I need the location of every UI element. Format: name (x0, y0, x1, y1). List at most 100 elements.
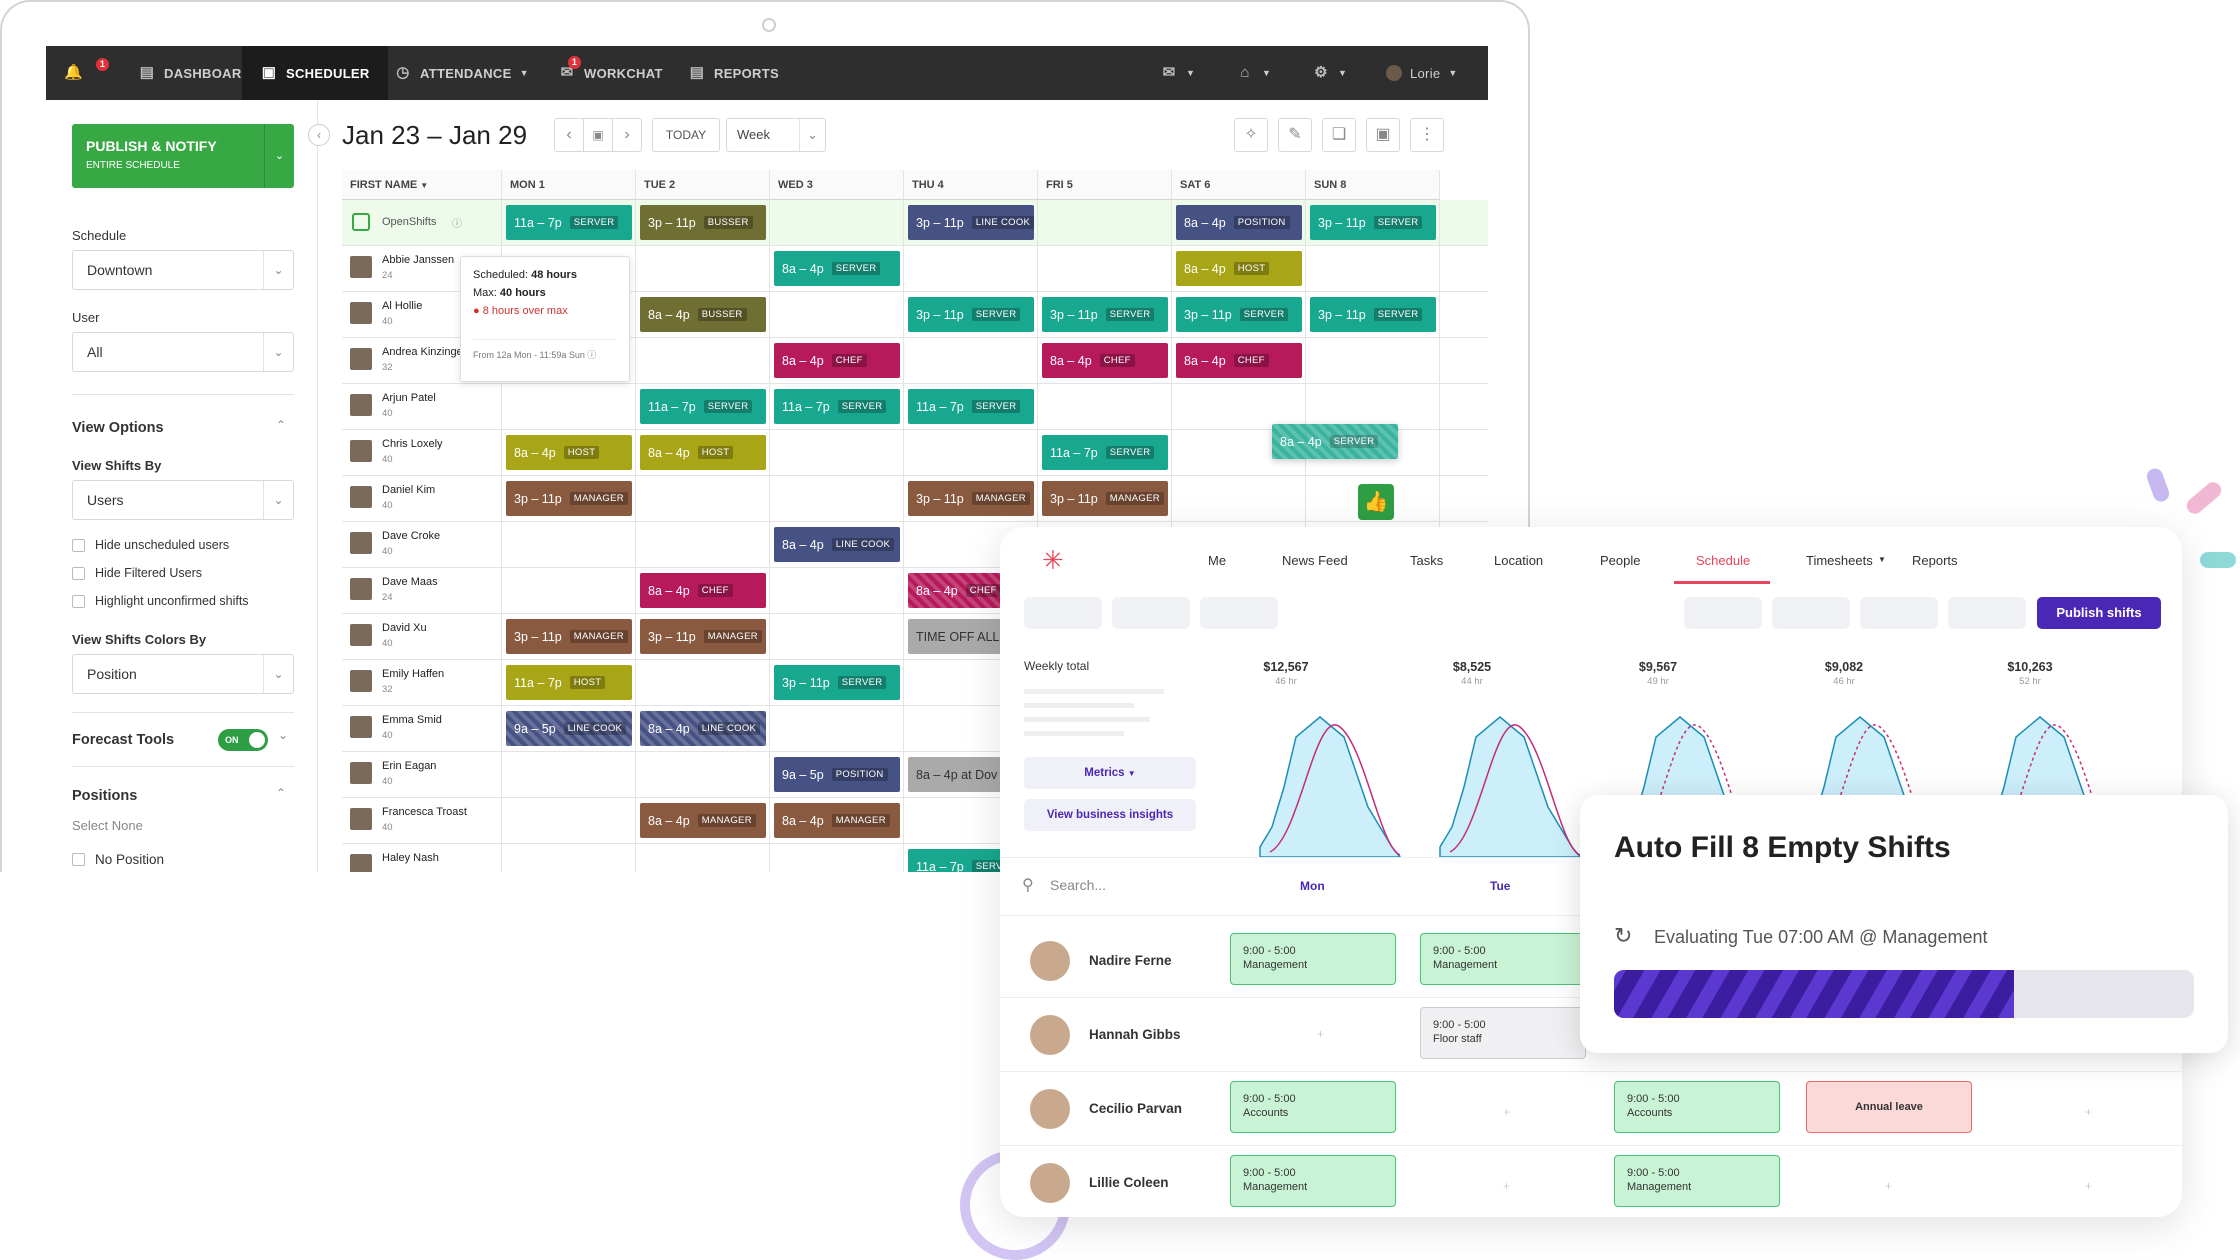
user-cell[interactable]: Erin Eagan 40 (342, 752, 502, 798)
chevron-down-icon[interactable]: ⌄ (278, 728, 289, 742)
shift-block[interactable]: 8a – 4p CHEF (640, 573, 766, 608)
metrics-button[interactable]: Metrics ▼ (1024, 757, 1196, 789)
day-cell[interactable] (904, 430, 1038, 476)
day-cell[interactable] (770, 752, 904, 798)
shift-block[interactable]: 3p – 11p MANAGER (1042, 481, 1168, 516)
forecast-toggle[interactable]: ON (218, 729, 268, 751)
nav-workchat[interactable]: ✉ WORKCHAT 1 (558, 46, 663, 100)
shift-block[interactable]: 8a – 4p BUSSER (640, 297, 766, 332)
day-cell[interactable] (770, 614, 904, 660)
hide-filtered-checkbox[interactable]: Hide Filtered Users (72, 566, 202, 580)
user-cell[interactable]: Dave Maas 24 (342, 568, 502, 614)
user-cell[interactable]: Dave Croke 40 (342, 522, 502, 568)
next-week-button[interactable]: › (612, 118, 642, 152)
panel-nav-schedule[interactable]: Schedule (1696, 553, 1751, 568)
panel-nav-me[interactable]: Me (1208, 553, 1227, 568)
day-cell[interactable] (1306, 200, 1440, 246)
shift-block[interactable]: 9:00 - 5:00 Accounts (1230, 1081, 1396, 1133)
day-cell[interactable] (1038, 476, 1172, 522)
day-cell[interactable] (904, 476, 1038, 522)
shift-block[interactable]: 8a – 4p POSITION (1176, 205, 1302, 240)
day-cell[interactable] (1038, 292, 1172, 338)
day-cell[interactable] (770, 246, 904, 292)
shift-block[interactable]: 3p – 11p SERVER (908, 297, 1034, 332)
prev-week-button[interactable]: ‹ (554, 118, 584, 152)
day-cell[interactable] (770, 844, 904, 872)
business-insights-button[interactable]: View business insights (1024, 799, 1196, 831)
day-cell[interactable] (636, 660, 770, 706)
day-cell[interactable] (502, 200, 636, 246)
day-cell[interactable] (1172, 384, 1306, 430)
day-cell[interactable] (636, 246, 770, 292)
column-header-wed[interactable]: WED 3 (770, 170, 904, 200)
day-cell[interactable] (636, 568, 770, 614)
day-cell[interactable] (1306, 338, 1440, 384)
add-shift-icon[interactable]: + (1885, 1179, 1893, 1193)
store-menu[interactable]: ⌂ ▼ (1236, 46, 1271, 100)
more-button[interactable]: ⋮ (1410, 118, 1444, 152)
shift-block[interactable]: 11a – 7p SERVER (640, 389, 766, 424)
day-cell[interactable] (1172, 246, 1306, 292)
shift-block[interactable]: 8a – 4p MANAGER (640, 803, 766, 838)
day-cell[interactable] (1306, 430, 1440, 476)
day-cell[interactable] (1172, 200, 1306, 246)
day-cell[interactable] (636, 292, 770, 338)
select-none-link[interactable]: Select None (72, 818, 143, 833)
day-cell[interactable] (502, 476, 636, 522)
auto-schedule-button[interactable]: ✧ (1234, 118, 1268, 152)
publish-button[interactable]: PUBLISH & NOTIFY ENTIRE SCHEDULE ⌄ (72, 124, 294, 188)
day-cell[interactable] (904, 292, 1038, 338)
shift-block[interactable]: 8a – 4p LINE COOK (640, 711, 766, 746)
calendar-view-button[interactable]: ▣ (1366, 118, 1400, 152)
day-cell[interactable] (636, 798, 770, 844)
column-header-mon[interactable]: MON 1 (502, 170, 636, 200)
day-cell[interactable] (1172, 476, 1306, 522)
schedule-select[interactable]: Downtown ⌄ (72, 250, 294, 290)
user-cell[interactable]: Arjun Patel 40 (342, 384, 502, 430)
day-cell[interactable] (770, 292, 904, 338)
shift-block[interactable]: 3p – 11p BUSSER (640, 205, 766, 240)
user-cell[interactable]: Emma Smid 40 (342, 706, 502, 752)
shift-block[interactable]: 11a – 7p SERVER (506, 205, 632, 240)
publish-shifts-button[interactable]: Publish shifts (2037, 597, 2161, 629)
day-cell[interactable] (1038, 246, 1172, 292)
day-cell[interactable] (770, 384, 904, 430)
day-cell[interactable] (502, 384, 636, 430)
day-cell[interactable] (502, 614, 636, 660)
shift-block[interactable]: 9a – 5p LINE COOK (506, 711, 632, 746)
day-cell[interactable] (502, 338, 636, 384)
collapse-sidebar-button[interactable]: ‹ (308, 124, 330, 146)
chevron-up-icon[interactable]: ⌃ (276, 786, 287, 800)
shift-block[interactable]: 9:00 - 5:00 Management (1614, 1155, 1780, 1207)
panel-nav-timesheets[interactable]: Timesheets (1806, 553, 1873, 568)
shift-block[interactable]: 8a – 4p MANAGER (774, 803, 900, 838)
search-input[interactable]: Search... (1050, 877, 1106, 893)
view-shifts-by-select[interactable]: Users ⌄ (72, 480, 294, 520)
shift-block[interactable]: 3p – 11p LINE COOK (908, 205, 1034, 240)
day-cell[interactable] (1306, 476, 1440, 522)
shift-block[interactable]: 3p – 11p MANAGER (640, 619, 766, 654)
shift-block[interactable]: 8a – 4p HOST (506, 435, 632, 470)
add-shift-icon[interactable]: + (2085, 1105, 2093, 1119)
dragged-shift[interactable]: 8a – 4p SERVER (1272, 424, 1398, 459)
column-header-sun[interactable]: SUN 8 (1306, 170, 1440, 200)
add-shift-icon[interactable]: + (1503, 1105, 1511, 1119)
day-cell[interactable] (1038, 200, 1172, 246)
day-cell[interactable] (770, 430, 904, 476)
inbox-menu[interactable]: ✉ ▼ (1160, 46, 1195, 100)
day-cell[interactable] (770, 522, 904, 568)
user-select[interactable]: All ⌄ (72, 332, 294, 372)
shift-block[interactable]: 8a – 4p CHEF (774, 343, 900, 378)
day-cell[interactable] (904, 246, 1038, 292)
day-cell[interactable] (636, 338, 770, 384)
user-cell[interactable]: Daniel Kim 40 (342, 476, 502, 522)
day-cell[interactable] (770, 798, 904, 844)
day-cell[interactable] (502, 660, 636, 706)
day-cell[interactable] (1038, 430, 1172, 476)
day-cell[interactable] (770, 660, 904, 706)
shift-block[interactable]: 8a – 4p LINE COOK (774, 527, 900, 562)
edit-button[interactable]: ✎ (1278, 118, 1312, 152)
day-cell[interactable] (502, 844, 636, 872)
day-cell[interactable] (1306, 384, 1440, 430)
panel-nav-news-feed[interactable]: News Feed (1282, 553, 1348, 568)
